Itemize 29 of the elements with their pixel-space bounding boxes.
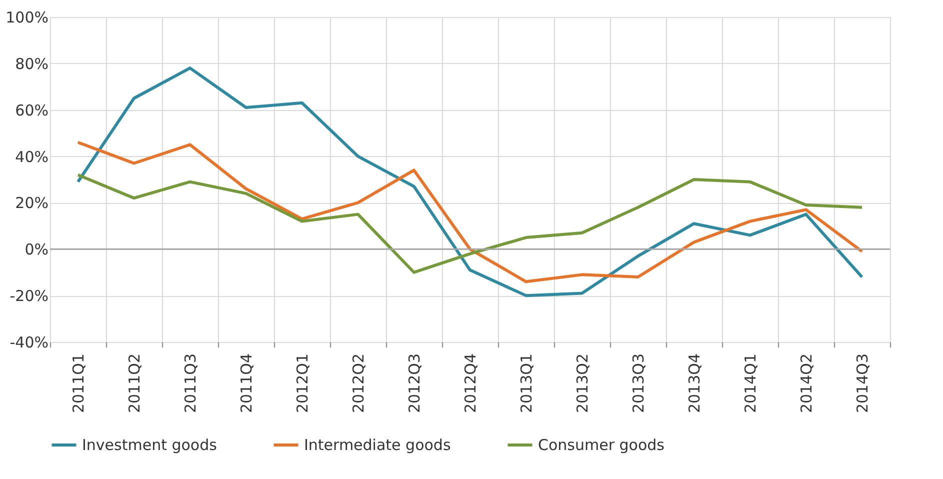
legend-label: Intermediate goods bbox=[304, 436, 451, 454]
y-tick-label: 80% bbox=[15, 54, 48, 73]
y-tick-label: -20% bbox=[10, 287, 48, 306]
y-tick-label: 20% bbox=[15, 194, 48, 212]
x-tick-label: 2014Q2 bbox=[798, 354, 816, 414]
x-tick-label: 2012Q4 bbox=[462, 354, 480, 414]
x-tick-label: 2012Q3 bbox=[406, 354, 424, 414]
legend-label: Consumer goods bbox=[538, 436, 665, 454]
line-series bbox=[76, 173, 864, 274]
y-tick-label: -40% bbox=[10, 334, 48, 352]
legend-label: Investment goods bbox=[82, 436, 218, 454]
x-tick-label: 2011Q1 bbox=[70, 354, 88, 414]
x-tick-label: 2012Q2 bbox=[350, 354, 368, 414]
line-series bbox=[76, 66, 864, 298]
line-series bbox=[76, 140, 864, 284]
x-tick-label: 2011Q4 bbox=[238, 354, 256, 414]
x-tick-label: 2013Q3 bbox=[630, 354, 648, 414]
y-tick-label: 100% bbox=[6, 8, 48, 26]
x-tick-label: 2011Q3 bbox=[182, 354, 200, 414]
x-tick-label: 2013Q4 bbox=[686, 354, 704, 414]
y-tick-label: 60% bbox=[15, 101, 48, 120]
x-tick-label: 2014Q3 bbox=[854, 354, 872, 414]
x-tick-label: 2012Q1 bbox=[294, 354, 312, 414]
x-tick-label: 2013Q2 bbox=[574, 354, 592, 414]
x-tick-label: 2011Q2 bbox=[126, 354, 144, 414]
y-tick-label: 40% bbox=[15, 148, 48, 166]
y-tick-label: 0% bbox=[24, 240, 48, 259]
x-tick-label: 2014Q1 bbox=[742, 354, 760, 414]
x-tick-label: 2013Q1 bbox=[518, 354, 536, 414]
